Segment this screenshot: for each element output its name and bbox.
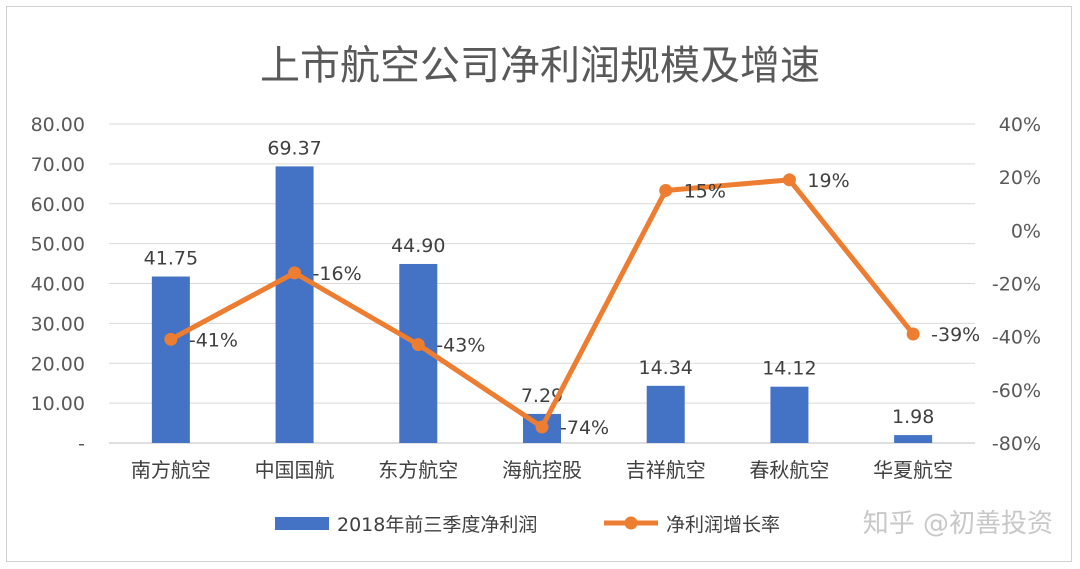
right-tick-label: -40% [992, 327, 1041, 349]
line-value-label: -74% [560, 417, 609, 439]
line-point [288, 266, 302, 280]
bar [151, 276, 190, 443]
bar-value-label: 41.75 [144, 248, 198, 270]
line-point [411, 338, 425, 352]
category-label: 中国国航 [255, 458, 335, 482]
category-label: 华夏航空 [873, 458, 953, 482]
chart-svg: 上市航空公司净利润规模及增速 - 10.00 20.00 30.00 40.00 50.0… [31, 43, 1053, 539]
category-label: 南方航空 [131, 458, 211, 482]
chart-title: 上市航空公司净利润规模及增速 [260, 43, 820, 89]
bar-value-label: 1.98 [892, 406, 934, 428]
legend: 2018年前三季度净利润 净利润增长率 [275, 514, 780, 536]
bar-value-label: 14.34 [639, 357, 693, 379]
bar-value-label: 44.90 [391, 235, 445, 257]
category-label: 春秋航空 [749, 458, 829, 482]
right-tick-label: 0% [1011, 220, 1041, 242]
left-tick-label: 30.00 [31, 313, 85, 335]
line-point [906, 327, 920, 341]
left-tick-label: 80.00 [31, 114, 85, 136]
line-series [164, 173, 920, 434]
category-label: 吉祥航空 [626, 458, 706, 482]
right-tick-label: 40% [999, 114, 1041, 136]
line-value-label: -39% [931, 324, 980, 346]
left-tick-label: - [78, 433, 85, 455]
line-value-label: -43% [436, 335, 485, 357]
left-tick-label: 70.00 [31, 154, 85, 176]
bar-value-label: 69.37 [267, 137, 321, 159]
legend-marker-line [624, 516, 638, 530]
category-label: 东方航空 [378, 458, 458, 482]
legend-swatch-bar [275, 517, 329, 530]
watermark: 知乎 @初善投资 [863, 509, 1053, 539]
line-value-label: 19% [807, 170, 849, 192]
line-data-labels: -41% -16% -43% -74% 15% 19% -39% [189, 170, 980, 439]
left-axis-ticks: - 10.00 20.00 30.00 40.00 50.00 60.00 70.00 80.0… [31, 114, 85, 455]
bar [894, 435, 933, 443]
line-value-label: 15% [684, 180, 726, 202]
line-point [659, 183, 673, 197]
bar [770, 386, 809, 443]
legend-label-bar: 2018年前三季度净利润 [337, 514, 537, 536]
right-tick-label: -20% [992, 274, 1041, 296]
category-label: 海航控股 [502, 458, 582, 482]
chart-frame: 上市航空公司净利润规模及增速 - 10.00 20.00 30.00 40.00 50.0… [6, 6, 1072, 562]
line-point [782, 173, 796, 187]
left-tick-label: 50.00 [31, 234, 85, 256]
category-labels: 南方航空 中国国航 东方航空 海航控股 吉祥航空 春秋航空 华夏航空 [131, 458, 953, 482]
line-value-label: -41% [189, 329, 238, 351]
line-point [535, 420, 549, 434]
left-tick-label: 40.00 [31, 274, 85, 296]
bar [275, 166, 314, 443]
left-tick-label: 60.00 [31, 194, 85, 216]
legend-label-line: 净利润增长率 [666, 514, 780, 536]
left-tick-label: 20.00 [31, 353, 85, 375]
line-point [164, 332, 178, 346]
right-tick-label: -80% [992, 433, 1041, 455]
left-tick-label: 10.00 [31, 393, 85, 415]
bar-value-label: 14.12 [762, 358, 816, 380]
gridlines [109, 123, 975, 444]
right-tick-label: -60% [992, 380, 1041, 402]
line-value-label: -16% [313, 263, 362, 285]
right-tick-label: 20% [999, 167, 1041, 189]
bar [646, 385, 685, 443]
right-axis-ticks: -80% -60% -40% -20% 0% 20% 40% [992, 114, 1041, 455]
